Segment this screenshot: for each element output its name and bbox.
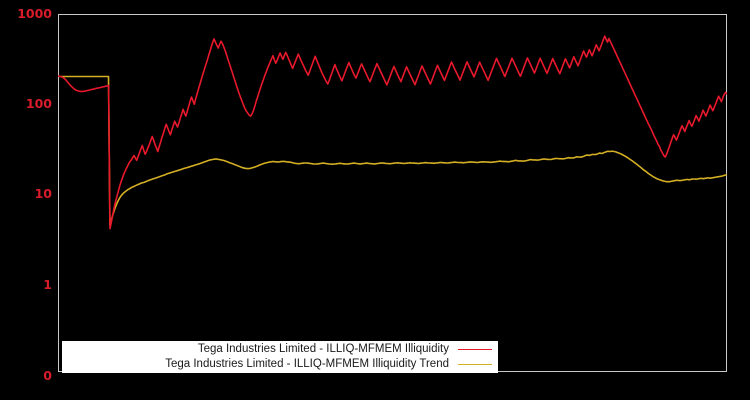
legend-label-illiquidity: Tega Industries Limited - ILLIQ-MFMEM Il…: [197, 343, 449, 355]
series-line-illiquidity-trend: [58, 75, 727, 226]
legend-swatch-illiquidity-trend: [458, 364, 492, 365]
legend-entry-illiquidity-trend: Tega Industries Limited - ILLIQ-MFMEM Il…: [62, 357, 498, 372]
legend-entry-illiquidity: Tega Industries Limited - ILLIQ-MFMEM Il…: [62, 342, 498, 357]
chart-plot: [58, 35, 727, 230]
y-tick-1000: 1000: [17, 6, 52, 21]
legend-label-illiquidity-trend: Tega Industries Limited - ILLIQ-MFMEM Il…: [165, 358, 449, 370]
y-tick-100: 100: [25, 96, 52, 111]
y-tick-0: 0: [43, 368, 52, 383]
y-axis-tick-labels: 1000 100 10 1 0: [0, 0, 52, 400]
chart-legend: Tega Industries Limited - ILLIQ-MFMEM Il…: [62, 341, 498, 373]
legend-swatch-illiquidity: [458, 349, 492, 350]
plot-area-frame: [58, 14, 727, 372]
y-tick-10: 10: [34, 186, 52, 201]
y-tick-1: 1: [43, 277, 52, 292]
series-line-illiquidity: [58, 35, 727, 230]
